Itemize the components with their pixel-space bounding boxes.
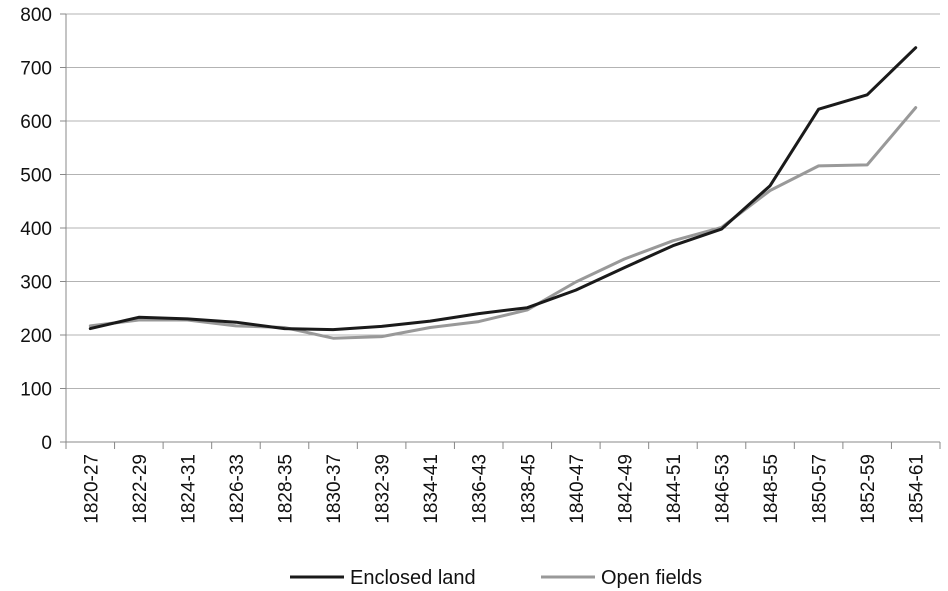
y-tick-label: 200: [20, 326, 52, 347]
series-line-enclosed-land: [88, 46, 918, 332]
legend-label-enclosed-land: Enclosed land: [350, 567, 476, 589]
x-tick-label: 1828-35: [276, 454, 297, 524]
x-tick-label: 1838-45: [518, 454, 539, 524]
x-tick-label: 1836-43: [470, 454, 491, 524]
y-tick-label: 700: [20, 59, 52, 80]
x-tick-label: 1824-31: [178, 454, 199, 524]
x-tick-label: 1840-47: [567, 454, 588, 524]
x-tick-label: 1854-61: [907, 454, 928, 524]
y-tick-label: 800: [20, 5, 52, 26]
x-tick-label: 1850-57: [810, 454, 831, 524]
series-lines: [88, 46, 918, 340]
y-tick-label: 300: [20, 273, 52, 294]
y-tick-label: 0: [41, 433, 52, 454]
y-tick-label: 600: [20, 112, 52, 133]
y-axis-tick-labels: 0 100 200 300 400 500 600 700 800: [20, 5, 52, 454]
x-tick-label: 1848-55: [761, 454, 782, 524]
x-tick-label: 1822-29: [130, 454, 151, 524]
y-tick-label: 100: [20, 380, 52, 401]
x-tick-label: 1852-59: [858, 454, 879, 524]
series-line-open-fields: [88, 106, 918, 340]
x-tick-label: 1834-41: [421, 454, 442, 524]
x-tick-label: 1832-39: [373, 454, 394, 524]
x-tick-label: 1826-33: [227, 454, 248, 524]
legend-label-open-fields: Open fields: [601, 567, 702, 589]
legend: Enclosed land Open fields: [290, 567, 702, 589]
x-axis-tick-labels: 1820-27 1822-29 1824-31 1826-33 1828-35 1830-…: [81, 454, 927, 524]
gridlines: [66, 13, 940, 389]
axes: [60, 13, 941, 449]
x-tick-label: 1844-51: [664, 454, 685, 524]
x-tick-label: 1842-49: [615, 454, 636, 524]
x-tick-label: 1820-27: [81, 454, 102, 524]
y-tick-label: 500: [20, 166, 52, 187]
x-tick-label: 1830-37: [324, 454, 345, 524]
x-tick-label: 1846-53: [713, 454, 734, 524]
y-tick-label: 400: [20, 219, 52, 240]
